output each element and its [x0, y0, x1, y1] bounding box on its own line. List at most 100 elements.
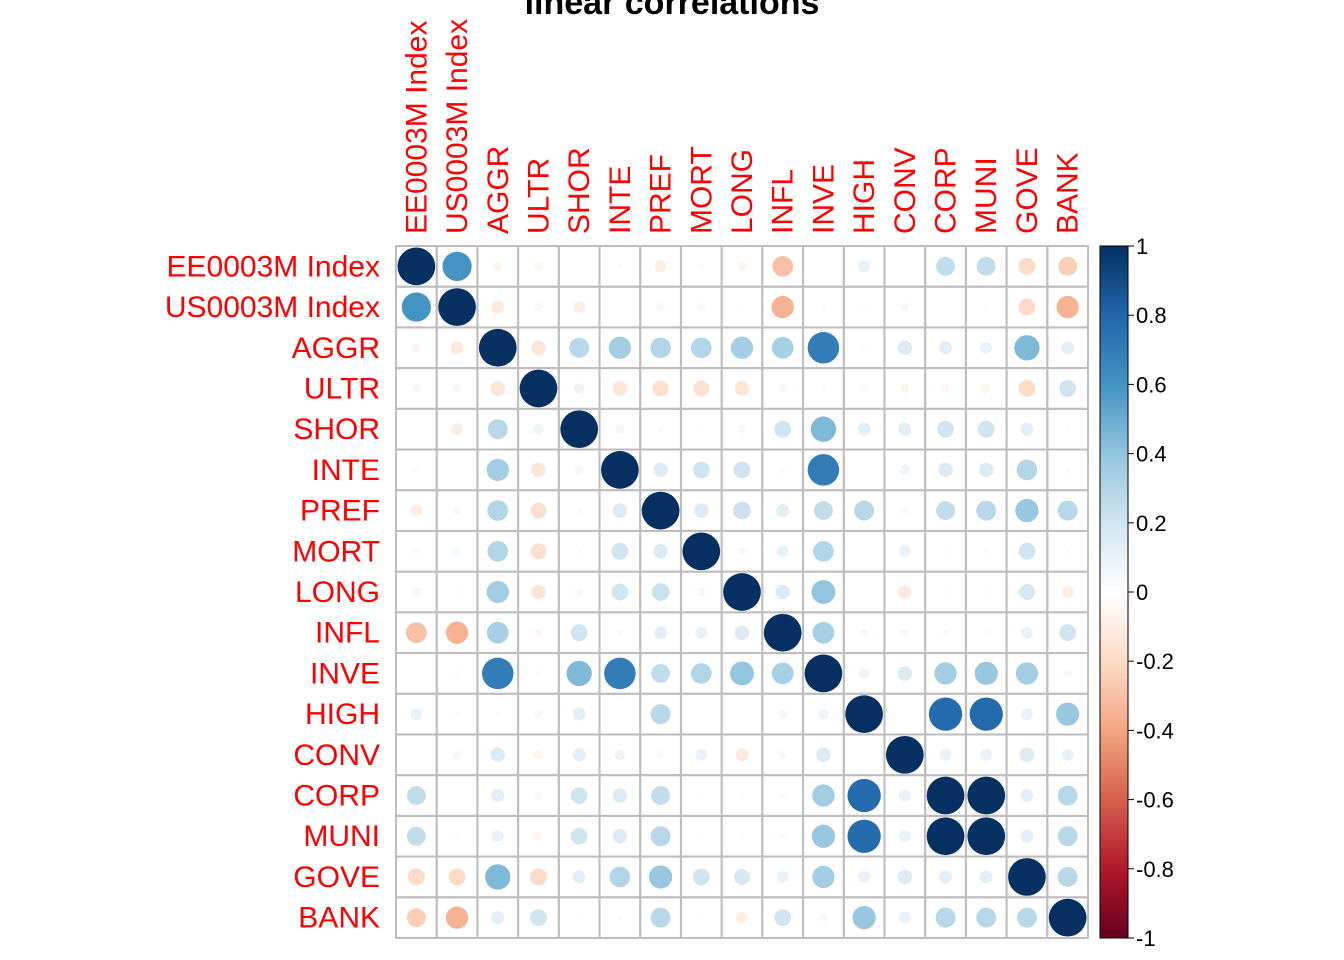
correlation-circle-infl-ee0003m-index [406, 622, 427, 644]
correlation-circle-us0003m-index-high [861, 304, 867, 310]
correlation-circle-mort-pref [653, 543, 668, 559]
correlation-circle-ee0003m-index-gove [1018, 257, 1036, 275]
correlation-circle-inte-inve [807, 454, 840, 486]
legend-tick-label: -0.8 [1136, 857, 1174, 882]
row-label-us0003m-index: US0003M Index [165, 291, 380, 324]
correlation-circle-pref-corp [936, 501, 955, 521]
correlation-circle-ee0003m-index-bank [1058, 256, 1078, 276]
grid-cell [395, 407, 438, 451]
correlation-circles [397, 247, 1087, 937]
correlation-circle-high-corp [928, 697, 963, 731]
correlation-circle-muni-bank [1057, 826, 1078, 847]
correlation-circle-pref-long [733, 501, 751, 520]
correlation-circle-muni-inve [811, 824, 836, 848]
correlation-circle-us0003m-index-corp [943, 305, 948, 309]
correlation-circle-shor-ultr [533, 423, 544, 435]
correlation-circle-mort-ultr [530, 543, 547, 560]
correlation-circle-gove-inte [609, 866, 631, 888]
correlation-circle-mort-bank [1064, 548, 1071, 554]
correlation-circle-inte-ee0003m-index [413, 466, 420, 474]
row-label-ultr: ULTR [304, 372, 380, 405]
correlation-circle-high-inve [818, 708, 829, 720]
correlation-circle-mort-corp [942, 548, 949, 554]
legend-tick-label: -1 [1136, 926, 1156, 951]
correlation-circle-long-shor [574, 587, 584, 597]
correlation-circle-conv-corp [939, 748, 952, 761]
correlation-circle-inve-corp [934, 662, 957, 685]
correlation-circle-infl-corp [942, 629, 949, 636]
correlation-circle-us0003m-index-gove [1018, 298, 1036, 316]
correlation-circle-bank-ultr [530, 909, 547, 927]
correlation-circle-mort-us0003m-index [452, 547, 462, 556]
correlation-circle-long-conv [898, 585, 912, 599]
grid-cell [842, 733, 886, 777]
correlation-circle-gove-muni [979, 870, 993, 884]
correlation-circle-aggr-ee0003m-index [411, 343, 421, 353]
legend-tick-label: 0.4 [1136, 442, 1167, 467]
grid-cell [435, 448, 479, 492]
correlation-circle-high-ee0003m-index [410, 708, 423, 721]
correlation-circle-aggr-us0003m-index [450, 341, 464, 355]
row-label-pref: PREF [300, 495, 380, 528]
correlation-circle-inte-bank [1064, 466, 1071, 474]
correlation-circle-ee0003m-index-us0003m-index [442, 251, 472, 281]
correlation-circle-muni-aggr [491, 830, 504, 843]
correlation-circle-high-bank [1056, 702, 1080, 726]
chart-title: linear correlations [525, 0, 820, 22]
correlation-circle-shor-mort [698, 426, 704, 432]
correlation-circle-ee0003m-index-ee0003m-index [397, 247, 436, 286]
row-label-long: LONG [295, 576, 380, 609]
correlation-circle-shor-long [737, 424, 747, 434]
column-label-long: LONG [726, 149, 759, 234]
correlation-circle-bank-bank [1048, 898, 1087, 937]
correlation-circle-corp-bank [1057, 785, 1078, 806]
correlation-circle-inve-aggr [481, 657, 514, 690]
correlation-circle-infl-ultr [534, 628, 543, 637]
correlation-circle-pref-infl [776, 504, 790, 518]
correlation-circle-corp-inve [812, 784, 835, 807]
grid-cell [679, 692, 723, 736]
legend-color-bar [1099, 245, 1129, 939]
correlation-circle-aggr-gove [1014, 335, 1040, 361]
grid-cell [598, 692, 642, 736]
correlation-circle-corp-aggr [491, 788, 505, 803]
legend-tick-label: 1 [1136, 234, 1148, 259]
correlation-circle-pref-pref [641, 491, 680, 530]
correlation-circle-us0003m-index-long [739, 304, 745, 310]
correlation-circle-infl-long [734, 625, 750, 641]
correlation-circle-gove-ultr [530, 868, 547, 886]
grid-cell [720, 692, 764, 736]
correlation-circle-ultr-long [734, 381, 750, 396]
correlation-circle-pref-inve [813, 501, 833, 521]
correlation-circle-infl-pref [654, 626, 668, 640]
correlation-circle-ultr-inve [820, 385, 827, 392]
correlation-circle-shor-gove [1020, 422, 1034, 436]
correlation-circle-bank-infl [774, 909, 792, 927]
correlation-circle-us0003m-index-bank [1056, 295, 1079, 319]
correlation-circle-conv-inte [614, 749, 626, 761]
correlation-circle-inte-conv [899, 464, 911, 476]
correlation-circle-long-muni [983, 589, 989, 595]
column-label-muni: MUNI [970, 157, 1003, 234]
row-label-inve: INVE [310, 657, 380, 690]
correlation-circle-ultr-ultr [519, 369, 558, 408]
correlation-circle-gove-shor [572, 870, 586, 884]
correlation-circle-us0003m-index-shor [573, 301, 586, 314]
correlation-circle-shor-muni [977, 420, 995, 438]
correlation-circle-shor-inve [810, 416, 837, 442]
correlation-circle-mort-shor [576, 548, 582, 554]
correlation-circle-bank-pref [650, 907, 671, 928]
correlation-circle-ultr-gove [1018, 380, 1036, 397]
legend-tick-label: -0.2 [1136, 649, 1174, 674]
correlation-circle-gove-inve [812, 865, 835, 889]
correlation-circle-bank-high [852, 906, 876, 930]
correlation-circle-ee0003m-index-corp [936, 256, 955, 276]
correlation-circle-inve-pref [651, 663, 671, 683]
correlation-circle-ultr-inte [612, 381, 628, 396]
legend-tick-label: 0.2 [1136, 511, 1167, 536]
correlation-circle-corp-conv [898, 789, 911, 802]
correlation-circle-us0003m-index-aggr [491, 300, 505, 314]
correlation-circle-high-gove [1020, 708, 1033, 721]
correlation-circle-shor-bank [1064, 426, 1071, 432]
